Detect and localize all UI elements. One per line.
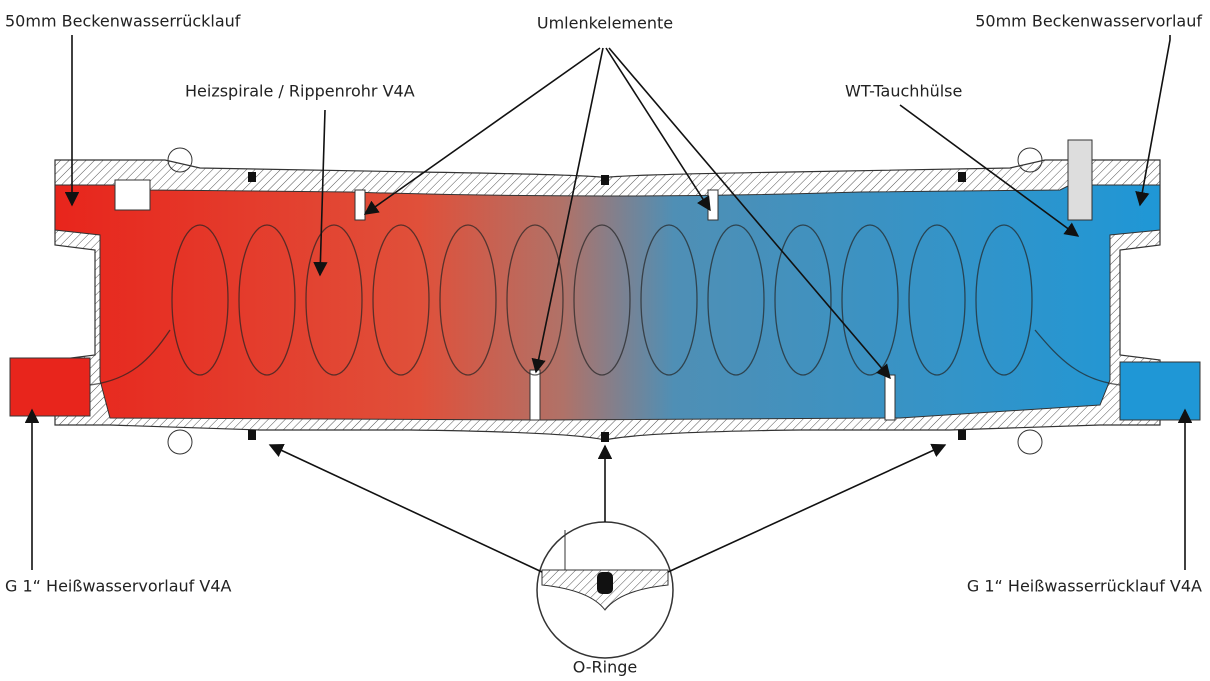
label: Umlenkelemente [537,14,673,33]
label: WT-Tauchhülse [845,82,962,101]
coil [89,224,1121,386]
label: G 1“ Heißwasservorlauf V4A [5,577,231,596]
label: Heizspirale / Rippenrohr V4A [185,82,415,101]
label: 50mm Beckenwasservorlauf [975,12,1202,31]
housing [9,139,1201,455]
detail-magnifier [536,521,674,659]
arrows [24,35,1193,573]
label: G 1“ Heißwasserrücklauf V4A [967,577,1202,596]
label: O-Ringe [573,658,638,677]
label: 50mm Beckenwasserrücklauf [5,12,241,31]
